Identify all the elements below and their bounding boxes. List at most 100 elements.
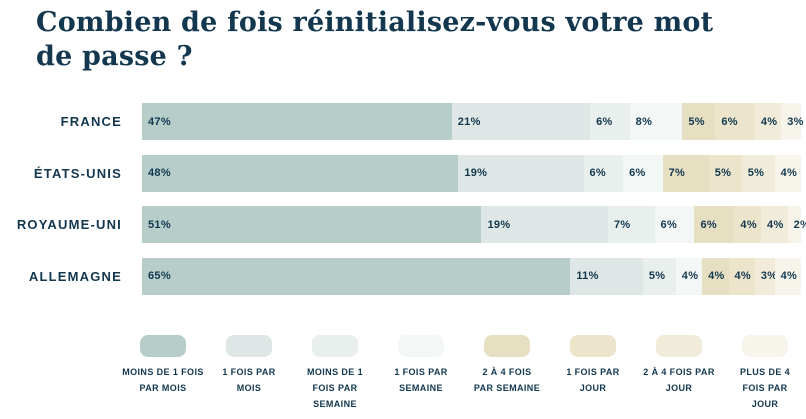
bar: 65% 11% 5% 4% 4% 4% 3% 4%: [142, 257, 801, 295]
segment-value-label: 21%: [457, 115, 481, 128]
legend-swatch: [656, 335, 702, 357]
row-label: ALLEMAGNE: [28, 268, 122, 284]
segment-value-label: 7%: [613, 218, 631, 231]
bar-segment: 6%: [590, 103, 630, 140]
bar-segment: 5%: [741, 154, 775, 192]
segment-value-label: 2%: [793, 218, 806, 231]
legend-swatch: [226, 335, 272, 357]
segment-value-label: 6%: [700, 218, 717, 231]
bar-segment: 7%: [607, 206, 655, 243]
bar-segment: 65%: [142, 257, 571, 295]
segment-value-label: 19%: [487, 218, 511, 231]
bar-segment: 3%: [781, 103, 804, 140]
bar: 48% 19% 6% 6% 7% 5% 5% 4%: [142, 154, 801, 192]
legend: MOINS DE 1 FOIS PAR MOIS 1 FOIS PAR MOIS M…: [120, 335, 806, 412]
legend-swatch: [484, 335, 530, 357]
segment-value-label: 6%: [629, 167, 646, 179]
legend-swatch: [742, 335, 788, 357]
legend-item: MOINS DE 1 FOIS PAR MOIS: [120, 335, 206, 412]
bar-segment: 6%: [715, 103, 755, 140]
legend-swatch: [312, 335, 358, 357]
legend-item: 2 À 4 FOIS PAR JOUR: [636, 335, 722, 412]
bar-segment: 3%: [754, 257, 778, 295]
segment-value-label: 51%: [148, 218, 171, 231]
segment-value-label: 5%: [648, 270, 666, 282]
bar-segment: 48%: [142, 154, 459, 192]
segment-value-label: 5%: [688, 115, 705, 128]
segment-value-label: 4%: [760, 115, 778, 128]
chart-row: FRANCE 47% 21% 6% 8% 5% 6% 4% 3%: [0, 103, 804, 140]
segment-value-label: 4%: [708, 270, 725, 282]
bar-segment: 7%: [662, 154, 709, 192]
bar-segment: 11%: [570, 257, 643, 295]
segment-value-label: 4%: [681, 270, 699, 282]
legend-item: 1 FOIS PAR SEMAINE: [378, 335, 464, 412]
legend-swatch: [140, 335, 186, 357]
bar-segment: 4%: [702, 257, 729, 295]
bar: 47% 21% 6% 8% 5% 6% 4% 3%: [142, 103, 804, 140]
chart-row: ALLEMAGNE 65% 11% 5% 4% 4% 4% 3% 4%: [0, 257, 801, 295]
segment-value-label: 4%: [734, 270, 751, 282]
row-label: ÉTATS-UNIS: [33, 165, 122, 181]
legend-label: 1 FOIS PAR MOIS: [222, 367, 276, 393]
bar-segment: 2%: [787, 206, 806, 243]
legend-label: 2 À 4 FOIS PAR SEMAINE: [473, 367, 541, 393]
bar-segment: 6%: [623, 154, 663, 192]
segment-value-label: 4%: [767, 218, 784, 231]
segment-value-label: 6%: [596, 115, 613, 128]
segment-value-label: 5%: [747, 167, 765, 179]
segment-value-label: 8%: [635, 115, 653, 128]
legend-label: MOINS DE 1 FOIS PAR SEMAINE: [306, 367, 363, 409]
segment-value-label: 11%: [576, 270, 599, 282]
row-label: ROYAUME-UNI: [16, 217, 122, 232]
bar-segment: 5%: [708, 154, 742, 192]
bar-segment: 19%: [458, 154, 584, 192]
bar-segment: 4%: [728, 257, 755, 295]
legend-item: 2 À 4 FOIS PAR SEMAINE: [464, 335, 550, 412]
legend-label: PLUS DE 4 FOIS PAR JOUR: [739, 367, 791, 409]
legend-swatch: [570, 335, 616, 357]
chart-row: ÉTATS-UNIS 48% 19% 6% 6% 7% 5% 5% 4%: [0, 154, 801, 192]
segment-value-label: 6%: [589, 167, 607, 179]
legend-label: MOINS DE 1 FOIS PAR MOIS: [122, 367, 204, 393]
chart-title: Combien de fois réinitialisez-vous votre…: [36, 7, 714, 72]
segment-value-label: 19%: [464, 167, 488, 179]
stacked-bar-chart: FRANCE 47% 21% 6% 8% 5% 6% 4% 3% ÉTATS-UNIS 48% 19%…: [0, 103, 806, 309]
bar-segment: 4%: [774, 154, 801, 192]
bar-segment: 6%: [694, 206, 735, 243]
legend-item: 1 FOIS PAR JOUR: [550, 335, 636, 412]
row-label: FRANCE: [60, 114, 122, 129]
segment-value-label: 3%: [787, 115, 804, 128]
segment-value-label: 6%: [660, 218, 678, 231]
legend-item: 1 FOIS PAR MOIS: [206, 335, 292, 412]
bar-segment: 4%: [675, 257, 703, 295]
segment-value-label: 65%: [148, 270, 171, 282]
chart-row: ROYAUME-UNI 51% 19% 7% 6% 6% 4% 4% 2%: [0, 206, 806, 243]
segment-value-label: 47%: [148, 115, 171, 128]
legend-item: PLUS DE 4 FOIS PAR JOUR: [722, 335, 806, 412]
bar-segment: 6%: [654, 206, 695, 243]
legend-label: 1 FOIS PAR SEMAINE: [394, 367, 448, 393]
bar-segment: 51%: [142, 206, 482, 243]
bar-segment: 5%: [642, 257, 676, 295]
bar-segment: 19%: [481, 206, 608, 243]
segment-value-label: 48%: [148, 167, 171, 179]
bar-segment: 4%: [734, 206, 762, 243]
legend-swatch: [398, 335, 444, 357]
bar: 51% 19% 7% 6% 6% 4% 4% 2%: [142, 206, 806, 243]
segment-value-label: 4%: [780, 167, 798, 179]
segment-value-label: 7%: [668, 167, 686, 179]
bar-segment: 5%: [682, 103, 716, 140]
bar-segment: 4%: [754, 103, 782, 140]
segment-value-label: 4%: [780, 270, 798, 282]
bar-segment: 4%: [761, 206, 788, 243]
segment-value-label: 5%: [714, 167, 732, 179]
segment-value-label: 6%: [721, 115, 738, 128]
bar-segment: 4%: [774, 257, 801, 295]
bar-segment: 21%: [451, 103, 591, 140]
bar-segment: 47%: [142, 103, 452, 140]
segment-value-label: 3%: [760, 270, 778, 282]
bar-segment: 8%: [629, 103, 683, 140]
legend-label: 1 FOIS PAR JOUR: [566, 367, 620, 393]
